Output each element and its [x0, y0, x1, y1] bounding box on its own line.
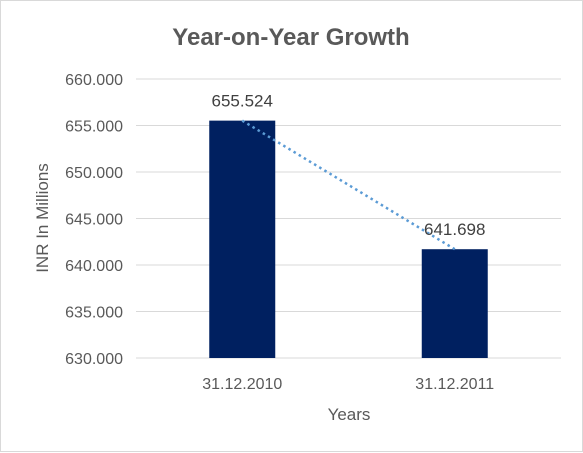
- x-tick-label: 31.12.2010: [202, 376, 282, 393]
- y-axis-title: INR In Millions: [33, 163, 52, 273]
- data-labels: 655.524 641.698: [212, 92, 486, 240]
- data-label: 655.524: [212, 92, 273, 111]
- x-axis-title: Years: [328, 405, 371, 424]
- data-label: 641.698: [424, 220, 485, 239]
- bar: [421, 249, 488, 358]
- y-tick-label: 650.000: [65, 165, 123, 182]
- y-tick-label: 660.000: [65, 72, 123, 89]
- gridlines: [136, 78, 561, 359]
- x-axis-ticks: 31.12.2010 31.12.2011: [202, 376, 494, 393]
- chart-title: Year-on-Year Growth: [172, 24, 409, 51]
- y-tick-label: 635.000: [65, 305, 123, 322]
- x-tick-label: 31.12.2011: [415, 376, 494, 393]
- bars: [209, 120, 488, 358]
- bar: [209, 120, 276, 358]
- y-tick-label: 645.000: [65, 212, 123, 229]
- y-axis-ticks: 630.000 635.000 640.000 645.000 650.000 655.0…: [65, 72, 123, 368]
- y-tick-label: 630.000: [65, 351, 123, 368]
- y-tick-label: 640.000: [65, 258, 123, 275]
- y-tick-label: 655.000: [65, 119, 123, 136]
